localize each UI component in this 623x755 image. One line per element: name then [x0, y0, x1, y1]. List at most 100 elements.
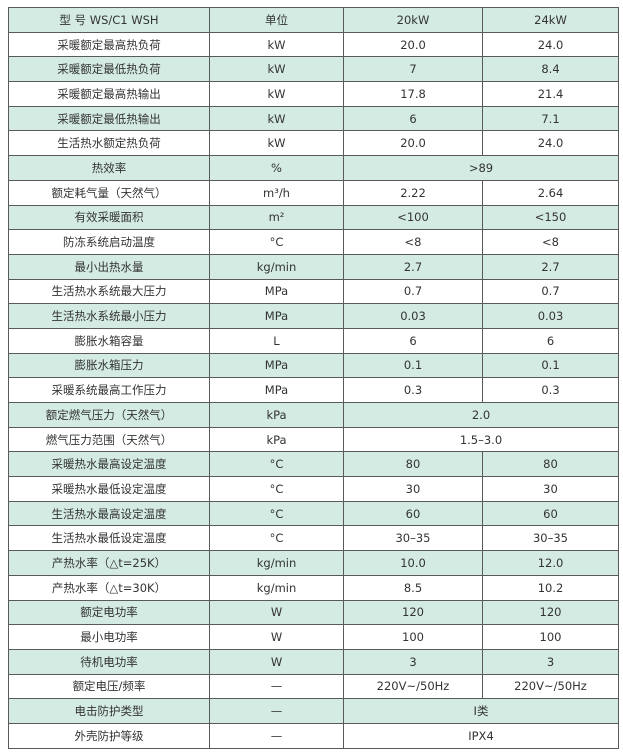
row-value-20kw: 6 [343, 105, 483, 132]
row-value-24kw: 60 [482, 500, 619, 527]
row-label: 膨胀水箱容量 [8, 327, 210, 354]
row-value-24kw: 220V~/50Hz [482, 673, 619, 700]
row-value-merged: IPX4 [343, 722, 619, 749]
row-unit: kW [209, 81, 344, 107]
row-unit: MPa [209, 377, 344, 403]
table-row: 生活热水额定热负荷 kW 20.0 24.0 [8, 130, 619, 157]
row-unit: °C [209, 229, 344, 255]
row-value-20kw: 20.0 [343, 130, 483, 157]
row-value-24kw: 3 [482, 648, 619, 675]
row-label: 最小电功率 [8, 624, 210, 650]
row-unit: kW [209, 31, 344, 58]
row-value-24kw: <8 [482, 229, 619, 255]
row-label: 采暖额定最高热负荷 [8, 31, 210, 58]
table-row: 采暖额定最高热输出 kW 17.8 21.4 [8, 81, 619, 107]
header-24kw: 24kW [482, 7, 619, 33]
row-unit: kPa [209, 402, 344, 428]
row-value-24kw: 6 [482, 327, 619, 354]
table-row: 最小出热水量 kg/min 2.7 2.7 [8, 253, 619, 280]
row-value-20kw: 0.3 [343, 377, 483, 403]
table-row: 采暖系统最高工作压力 MPa 0.3 0.3 [8, 377, 619, 403]
row-unit: °C [209, 500, 344, 527]
row-label: 额定燃气压力（天然气） [8, 402, 210, 428]
table-row: 采暖热水最高设定温度 °C 80 80 [8, 451, 619, 478]
row-value-20kw: 80 [343, 451, 483, 478]
row-value-20kw: 3 [343, 648, 483, 675]
table-row: 膨胀水箱压力 MPa 0.1 0.1 [8, 352, 619, 379]
row-value-24kw: 0.3 [482, 377, 619, 403]
table-row: 膨胀水箱容量 L 6 6 [8, 327, 619, 354]
table-row: 生活热水最高设定温度 °C 60 60 [8, 500, 619, 527]
row-unit: — [209, 698, 344, 724]
header-20kw: 20kW [343, 7, 483, 33]
row-unit: W [209, 599, 344, 626]
row-value-24kw: 0.03 [482, 303, 619, 329]
row-value-20kw: 30–35 [343, 525, 483, 552]
row-label: 电击防护类型 [8, 698, 210, 724]
row-unit: kPa [209, 426, 344, 453]
row-label: 产热水率（△t=25K） [8, 550, 210, 576]
table-row: 燃气压力范围（天然气） kPa 1.5–3.0 [8, 426, 619, 453]
row-label: 额定电压/频率 [8, 673, 210, 700]
row-unit: % [209, 155, 344, 181]
row-unit: kW [209, 130, 344, 157]
row-label: 产热水率（△t=30K） [8, 574, 210, 601]
row-value-24kw: 24.0 [482, 31, 619, 58]
table-header-row: 型 号 WS/C1 WSH 单位 20kW 24kW [8, 7, 619, 33]
row-unit: m³/h [209, 179, 344, 206]
header-unit: 单位 [209, 7, 344, 33]
row-label: 热效率 [8, 155, 210, 181]
table-row: 生活热水最低设定温度 °C 30–35 30–35 [8, 525, 619, 552]
row-label: 有效采暖面积 [8, 204, 210, 231]
row-value-20kw: 0.7 [343, 278, 483, 305]
row-value-24kw: 7.1 [482, 105, 619, 132]
row-unit: MPa [209, 352, 344, 379]
row-value-24kw: 0.7 [482, 278, 619, 305]
row-unit: °C [209, 525, 344, 552]
row-value-24kw: <150 [482, 204, 619, 231]
row-value-20kw: 17.8 [343, 81, 483, 107]
row-value-24kw: 30 [482, 476, 619, 502]
row-value-20kw: 0.03 [343, 303, 483, 329]
row-label: 采暖额定最低热负荷 [8, 56, 210, 83]
row-label: 采暖热水最高设定温度 [8, 451, 210, 478]
row-label: 生活热水额定热负荷 [8, 130, 210, 157]
row-value-24kw: 8.4 [482, 56, 619, 83]
row-value-merged: I类 [343, 698, 619, 724]
table-row: 外壳防护等级 — IPX4 [8, 722, 619, 749]
row-unit: kg/min [209, 574, 344, 601]
table-row: 额定耗气量（天然气） m³/h 2.22 2.64 [8, 179, 619, 206]
table-row: 防冻系统启动温度 °C <8 <8 [8, 229, 619, 255]
row-value-20kw: 2.22 [343, 179, 483, 206]
row-unit: °C [209, 476, 344, 502]
row-label: 燃气压力范围（天然气） [8, 426, 210, 453]
row-value-20kw: <100 [343, 204, 483, 231]
row-value-24kw: 24.0 [482, 130, 619, 157]
row-value-merged: 2.0 [343, 402, 619, 428]
row-unit: — [209, 722, 344, 749]
row-label: 生活热水最高设定温度 [8, 500, 210, 527]
row-value-24kw: 21.4 [482, 81, 619, 107]
table-row: 热效率% >89 [8, 155, 619, 181]
row-value-24kw: 100 [482, 624, 619, 650]
row-value-20kw: 7 [343, 56, 483, 83]
row-value-20kw: <8 [343, 229, 483, 255]
row-unit: kW [209, 56, 344, 83]
row-value-20kw: 6 [343, 327, 483, 354]
table-row: 产热水率（△t=25K） kg/min 10.0 12.0 [8, 550, 619, 576]
row-value-20kw: 2.7 [343, 253, 483, 280]
row-label: 生活热水系统最小压力 [8, 303, 210, 329]
row-unit: m² [209, 204, 344, 231]
row-label: 膨胀水箱压力 [8, 352, 210, 379]
row-value-merged: 1.5–3.0 [343, 426, 619, 453]
row-unit: kW [209, 105, 344, 132]
table-row: 生活热水系统最小压力 MPa 0.03 0.03 [8, 303, 619, 329]
row-value-20kw: 8.5 [343, 574, 483, 601]
row-value-20kw: 0.1 [343, 352, 483, 379]
row-unit: kg/min [209, 550, 344, 576]
table-row: 额定电功率 W 120 120 [8, 599, 619, 626]
table-row: 待机电功率 W 3 3 [8, 648, 619, 675]
row-value-merged: >89 [343, 155, 619, 181]
table-row: 额定电压/频率 —220V~/50Hz 220V~/50Hz [8, 673, 619, 700]
table-row: 额定燃气压力（天然气） kPa 2.0 [8, 402, 619, 428]
